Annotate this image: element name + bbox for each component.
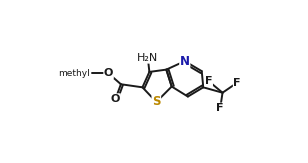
Text: F: F [205, 76, 213, 86]
Text: O: O [111, 94, 120, 104]
Text: F: F [217, 103, 224, 113]
Text: methyl: methyl [58, 69, 90, 78]
Text: F: F [233, 78, 241, 88]
Text: S: S [152, 96, 160, 108]
Text: O: O [104, 68, 113, 78]
Text: H₂N: H₂N [137, 53, 158, 63]
Text: N: N [180, 55, 190, 68]
